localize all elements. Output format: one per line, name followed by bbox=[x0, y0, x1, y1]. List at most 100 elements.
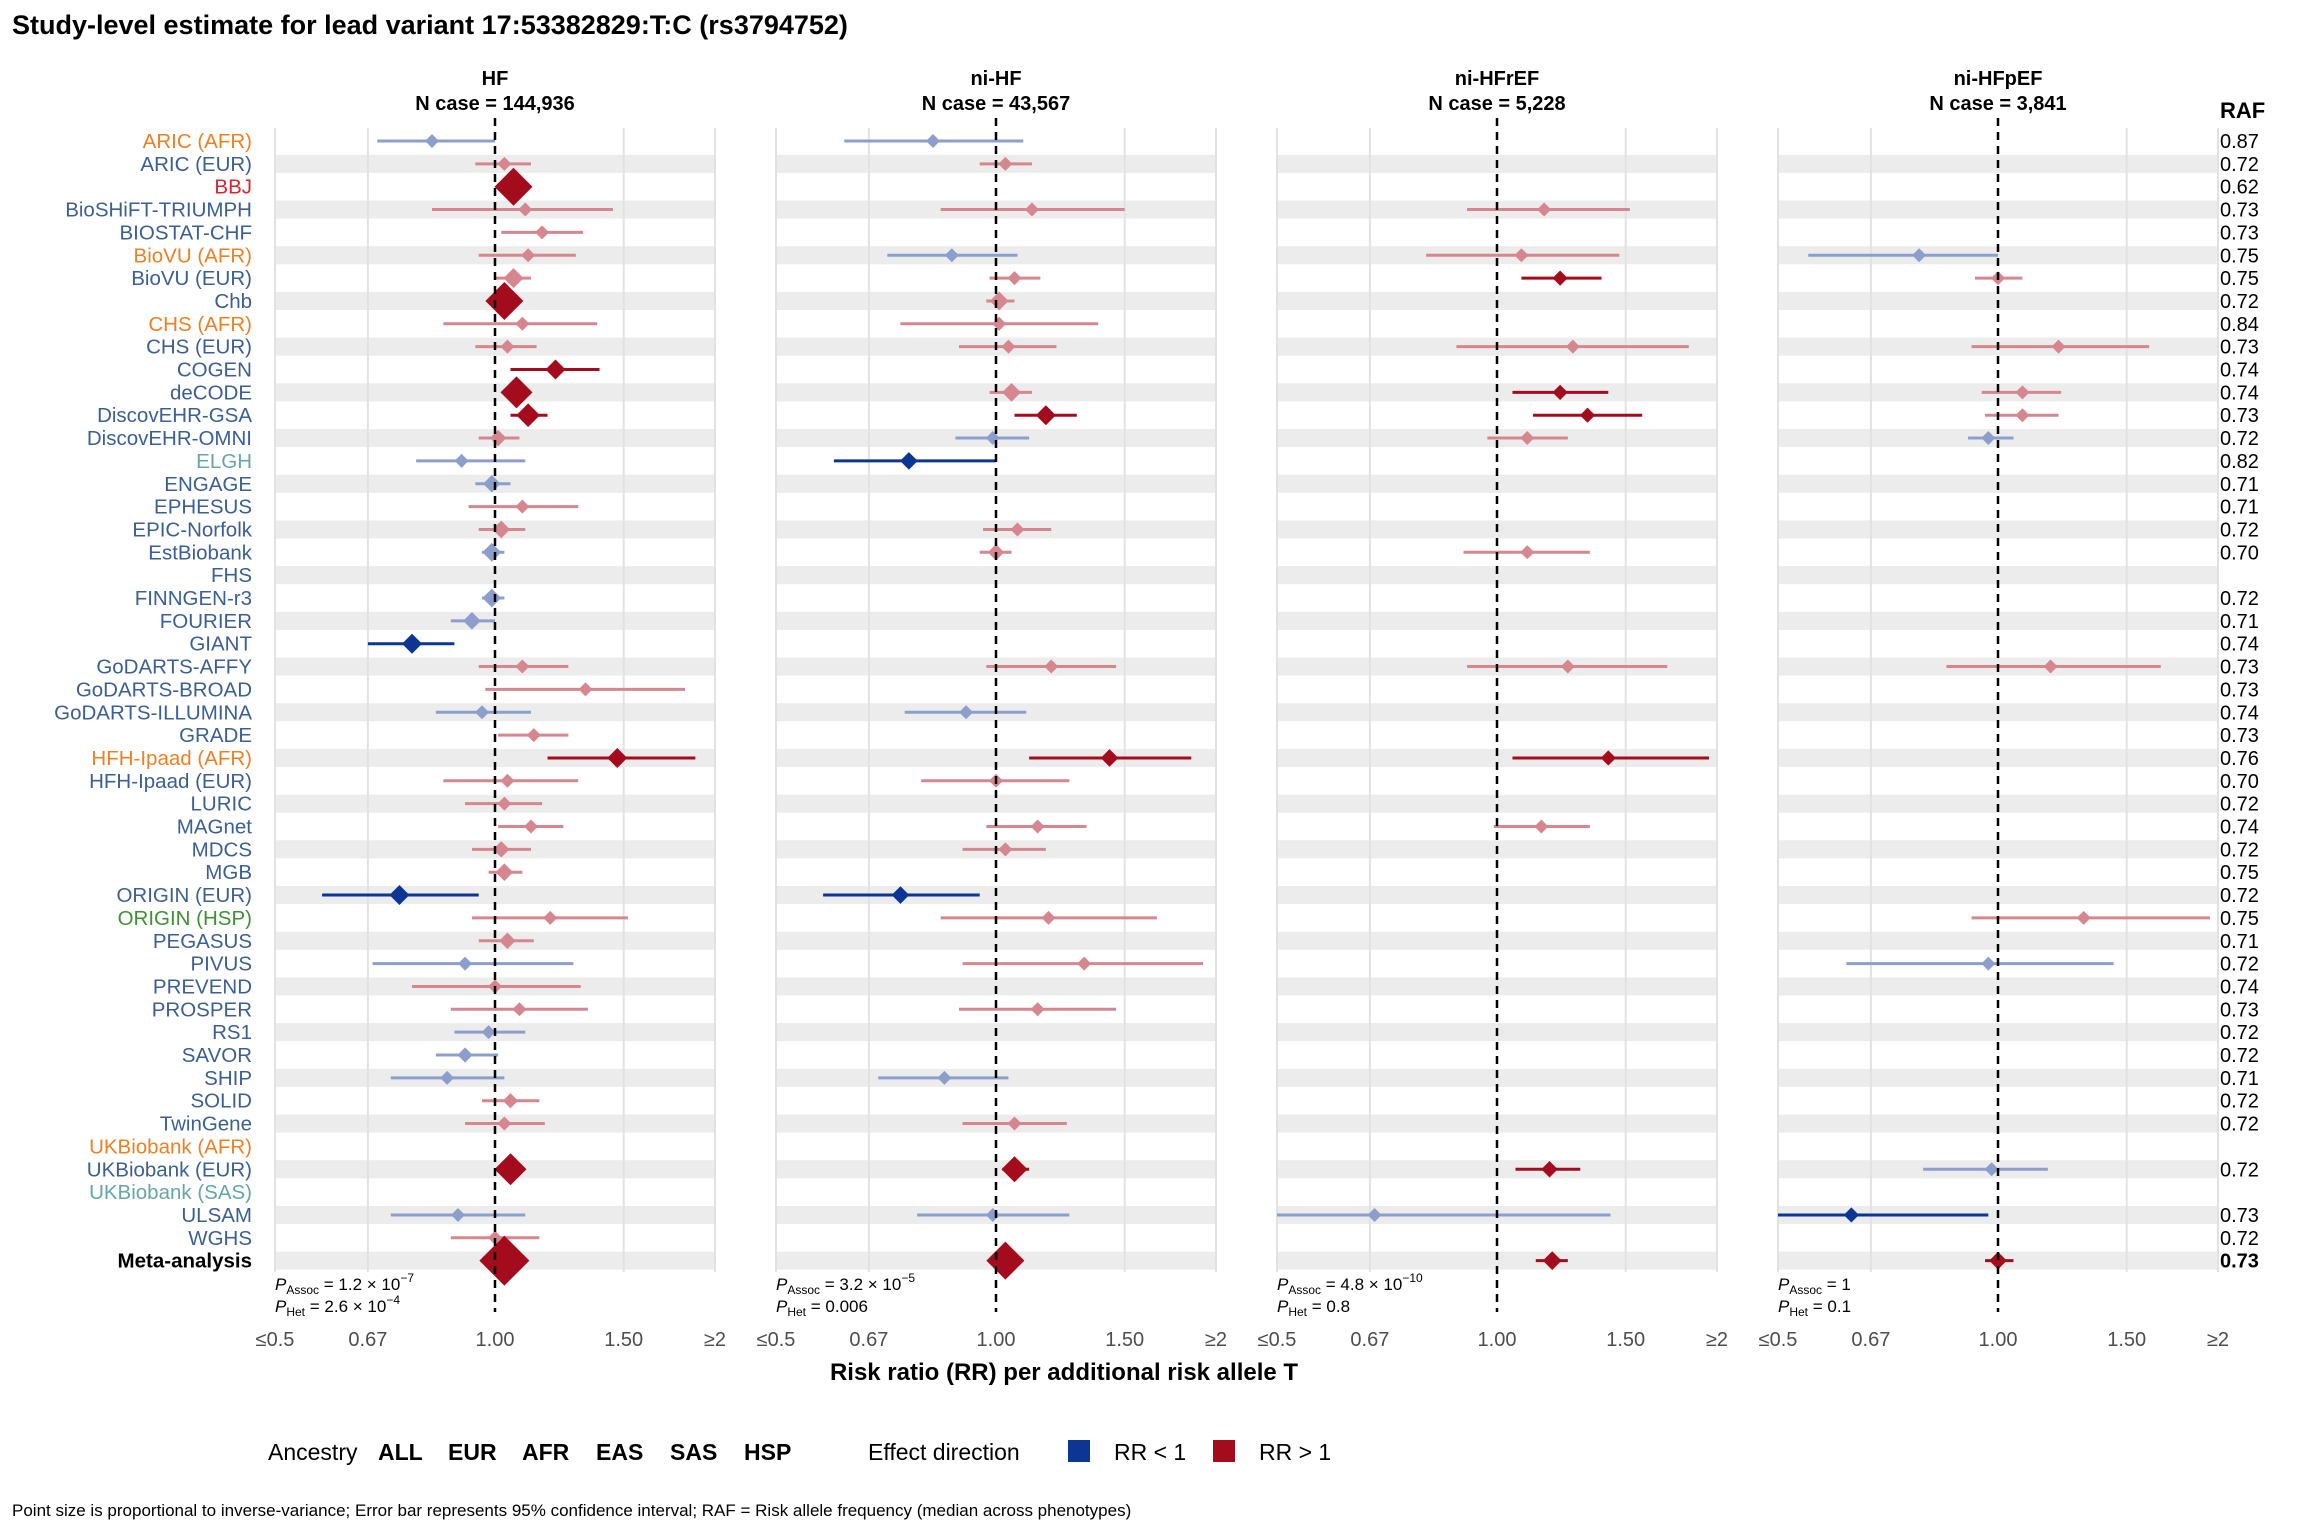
x-tick-label: ≥2 bbox=[704, 1329, 726, 1351]
x-tick-label: ≤0.5 bbox=[256, 1329, 295, 1351]
point-estimate bbox=[1035, 405, 1056, 426]
raf-value: 0.73 bbox=[2220, 337, 2259, 359]
raf-value: 0.72 bbox=[2220, 1114, 2259, 1136]
panel-title: ni-HF bbox=[970, 68, 1021, 90]
point-estimate bbox=[1560, 659, 1575, 674]
raf-value: 0.72 bbox=[2220, 1022, 2259, 1044]
point-estimate bbox=[1030, 1002, 1045, 1017]
study-label: DiscovEHR-GSA bbox=[97, 404, 252, 427]
raf-value: 0.73 bbox=[2220, 999, 2259, 1021]
study-label: COGEN bbox=[177, 359, 252, 382]
point-estimate bbox=[535, 225, 550, 240]
point-estimate bbox=[989, 291, 1009, 311]
raf-value: 0.72 bbox=[2220, 588, 2259, 610]
raf-value: 0.73 bbox=[2220, 657, 2259, 679]
raf-value: 0.72 bbox=[2220, 519, 2259, 541]
study-label: GoDARTS-BROAD bbox=[76, 678, 252, 701]
raf-value: 0.75 bbox=[2220, 268, 2259, 290]
raf-value: 0.71 bbox=[2220, 1068, 2259, 1090]
point-estimate bbox=[463, 612, 481, 630]
point-estimate bbox=[891, 886, 910, 904]
point-estimate bbox=[502, 1093, 519, 1109]
study-label: DiscovEHR-OMNI bbox=[87, 427, 252, 450]
row-stripe bbox=[1778, 931, 2218, 950]
study-label: ORIGIN (EUR) bbox=[116, 884, 252, 907]
row-stripe bbox=[1277, 611, 1717, 630]
row-stripe bbox=[275, 748, 715, 767]
point-estimate bbox=[1981, 956, 1996, 971]
point-estimate bbox=[1514, 248, 1529, 263]
point-estimate bbox=[1030, 819, 1045, 834]
x-tick-label: ≥2 bbox=[1706, 1329, 1728, 1351]
x-tick-label: 0.67 bbox=[348, 1329, 387, 1351]
raf-value: 0.72 bbox=[2220, 1045, 2259, 1067]
study-label: ARIC (EUR) bbox=[140, 153, 252, 176]
row-stripe bbox=[776, 611, 1216, 630]
figure-caption: Point size is proportional to inverse-va… bbox=[12, 1501, 1131, 1520]
row-stripe bbox=[1778, 611, 2218, 630]
raf-value: 0.74 bbox=[2220, 634, 2259, 656]
point-estimate bbox=[998, 156, 1013, 171]
point-estimate bbox=[497, 796, 512, 811]
x-tick-label: 1.00 bbox=[977, 1329, 1016, 1351]
figure-title: Study-level estimate for lead variant 17… bbox=[12, 10, 848, 40]
raf-value: 0.73 bbox=[2220, 725, 2259, 747]
x-tick-label: 1.00 bbox=[1979, 1329, 2018, 1351]
p-assoc: PAssoc = 3.2 × 10−5 bbox=[776, 1271, 915, 1297]
point-estimate bbox=[402, 633, 423, 654]
study-label: PEGASUS bbox=[153, 930, 252, 953]
row-stripe bbox=[1778, 748, 2218, 767]
raf-value: 0.72 bbox=[2220, 154, 2259, 176]
study-label: MGB bbox=[205, 861, 252, 884]
raf-value: 0.70 bbox=[2220, 542, 2259, 564]
study-label: Meta-analysis bbox=[118, 1250, 252, 1273]
legend-ancestry-item: HSP bbox=[744, 1439, 791, 1465]
study-label: GoDARTS-ILLUMINA bbox=[54, 701, 252, 724]
point-estimate bbox=[900, 452, 918, 470]
point-estimate bbox=[523, 819, 538, 834]
raf-value: 0.74 bbox=[2220, 382, 2259, 404]
point-estimate bbox=[998, 842, 1013, 857]
legend: Ancestry ALL EUR AFR EAS SAS HSP Effect directi… bbox=[268, 1439, 1331, 1465]
point-estimate bbox=[492, 520, 511, 539]
panel-title: HF bbox=[482, 68, 509, 90]
point-estimate bbox=[1077, 956, 1092, 971]
point-estimate bbox=[458, 956, 473, 971]
point-estimate bbox=[494, 167, 533, 206]
raf-value: 0.84 bbox=[2220, 314, 2259, 336]
p-assoc: PAssoc = 4.8 × 10−10 bbox=[1277, 1271, 1423, 1297]
raf-value: 0.82 bbox=[2220, 451, 2259, 473]
raf-value: 0.76 bbox=[2220, 748, 2259, 770]
x-axis-title: Risk ratio (RR) per additional risk alle… bbox=[830, 1359, 1298, 1386]
panel-hf: HF N case = 144,936 ≤0.5 0.67 1.00 1.50 ≥2 PAss… bbox=[256, 68, 726, 1351]
point-estimate bbox=[1912, 248, 1927, 263]
point-estimate bbox=[497, 1116, 512, 1131]
study-label: ULSAM bbox=[181, 1204, 252, 1227]
legend-effect-swatch bbox=[1068, 1440, 1090, 1462]
study-label: EPIC-Norfolk bbox=[132, 518, 252, 541]
study-label: Chb bbox=[214, 290, 252, 313]
study-label: BioVU (EUR) bbox=[131, 267, 252, 290]
row-stripe bbox=[776, 931, 1216, 950]
point-estimate bbox=[1843, 1207, 1859, 1223]
legend-effect-label: RR < 1 bbox=[1114, 1439, 1186, 1465]
study-label: RS1 bbox=[212, 1021, 252, 1044]
raf-value: 0.72 bbox=[2220, 1159, 2259, 1181]
raf-value: 0.62 bbox=[2220, 177, 2259, 199]
point-estimate bbox=[515, 659, 530, 674]
study-label: GoDARTS-AFFY bbox=[96, 656, 252, 679]
study-label: ARIC (AFR) bbox=[143, 130, 252, 153]
point-estimate bbox=[1010, 522, 1025, 537]
x-tick-label: ≥2 bbox=[1205, 1329, 1227, 1351]
study-label: CHS (AFR) bbox=[148, 313, 252, 336]
row-stripe bbox=[275, 566, 715, 585]
point-estimate bbox=[578, 682, 593, 697]
point-estimate bbox=[1552, 270, 1568, 286]
raf-value: 0.72 bbox=[2220, 1228, 2259, 1250]
point-estimate bbox=[479, 1235, 530, 1286]
row-stripe bbox=[1277, 1251, 1717, 1270]
point-estimate bbox=[1007, 271, 1022, 286]
row-stripe bbox=[275, 383, 715, 402]
row-stripe bbox=[1277, 383, 1717, 402]
